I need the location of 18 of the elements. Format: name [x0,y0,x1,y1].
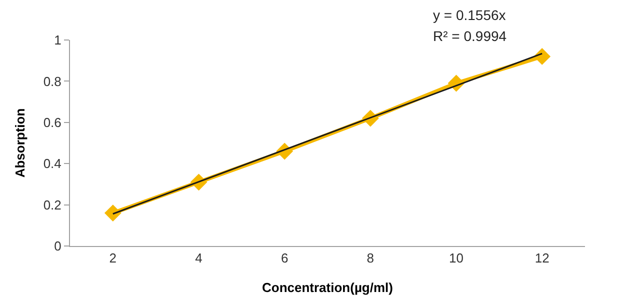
y-tick-label: 1 [54,32,62,48]
y-tick-label: 0.4 [43,156,62,172]
text: y = 0.1556x [433,7,506,23]
x-tick-label: 6 [280,250,288,266]
x-tick-label: 4 [195,250,202,266]
y-tick-label: 0.6 [43,114,62,130]
x-tick-label: 10 [449,250,464,266]
y-tick-label: 0 [54,238,62,254]
x-tick-label: 8 [366,250,374,266]
y-axis-title: Absorption [12,108,28,178]
y-tick-label: 0.8 [43,74,62,89]
point [104,204,122,222]
x-axis-title: Concentration(µg/ml) [262,280,393,296]
y-tick-label: 0.2 [43,197,62,212]
x-tick-label: 12 [534,250,550,266]
annotation: R² = 0.9994 [433,28,507,44]
x-tick-label: 2 [109,250,117,266]
point [534,48,551,65]
